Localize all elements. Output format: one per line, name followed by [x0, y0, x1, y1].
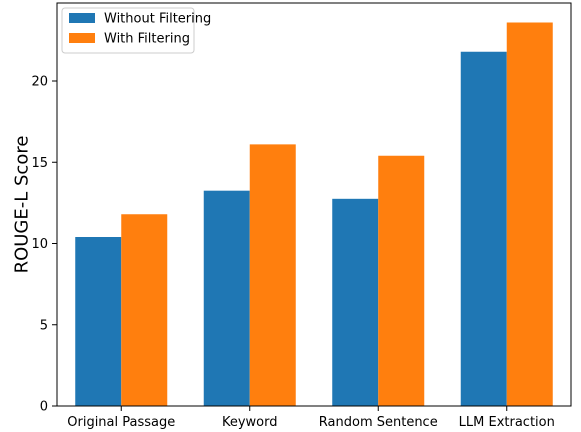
x-tick-label: Random Sentence: [319, 415, 438, 430]
bar-with-filtering-0: [121, 214, 168, 406]
x-tick-label: LLM Extraction: [459, 415, 555, 430]
bar-with-filtering-1: [249, 144, 296, 406]
bars-group: [75, 22, 553, 406]
y-axis: 0 5 10 15 20: [31, 75, 57, 415]
x-tick-label: Keyword: [222, 415, 278, 430]
bar-without-filtering-2: [332, 198, 379, 406]
y-tick-label: 0: [40, 400, 48, 415]
bar-without-filtering-3: [460, 51, 507, 406]
y-tick-label: 15: [31, 156, 48, 171]
bar-with-filtering-3: [506, 22, 553, 406]
legend: Without Filtering With Filtering: [61, 7, 211, 54]
y-tick-label: 5: [40, 318, 48, 333]
y-tick-label: 10: [31, 237, 48, 252]
legend-swatch: [69, 13, 95, 23]
x-tick-label: Original Passage: [67, 415, 175, 430]
legend-label: With Filtering: [104, 32, 190, 47]
y-axis-title: ROUGE-L Score: [12, 136, 33, 274]
y-tick-label: 20: [31, 75, 48, 90]
bar-with-filtering-2: [378, 155, 425, 406]
bar-without-filtering-0: [75, 237, 122, 406]
legend-label: Without Filtering: [104, 12, 211, 27]
bar-without-filtering-1: [203, 190, 250, 406]
plot-frame: [56, 2, 572, 407]
legend-swatch: [69, 33, 95, 43]
x-axis: Original Passage Keyword Random Sentence LL…: [67, 406, 555, 430]
